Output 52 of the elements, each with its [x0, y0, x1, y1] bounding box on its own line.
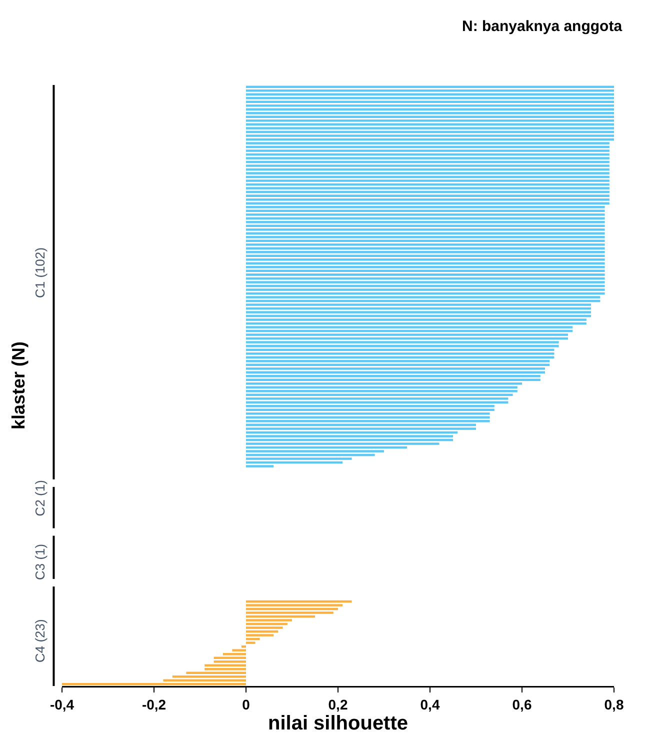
bar	[246, 288, 605, 291]
bar	[214, 656, 246, 659]
x-tick-label: -0,4	[50, 696, 74, 712]
bar	[246, 634, 274, 636]
bar	[204, 664, 246, 666]
bar	[246, 187, 610, 190]
bar	[246, 134, 614, 137]
bar	[246, 202, 610, 204]
bar	[246, 112, 614, 114]
y-tick-label: C2 (1)	[32, 480, 48, 516]
x-tick-label: -0,2	[142, 696, 166, 712]
text: N: banyaknya anggota	[462, 18, 623, 35]
y-tick-label: C4 (23)	[32, 619, 48, 663]
bar	[246, 281, 605, 284]
bar	[246, 97, 614, 100]
bar	[246, 120, 614, 122]
bar	[246, 157, 610, 160]
bar	[246, 428, 476, 430]
bar	[246, 210, 605, 212]
bar	[246, 180, 610, 182]
bar	[246, 258, 605, 261]
bar	[246, 104, 614, 107]
bar	[246, 217, 605, 220]
x-tick-label: 0,8	[604, 696, 624, 712]
bar	[246, 90, 614, 92]
x-tick-label: 0	[242, 696, 250, 712]
x-tick-label: 0,4	[420, 696, 440, 712]
bar	[246, 274, 605, 276]
bar	[246, 150, 610, 152]
bar	[246, 127, 614, 130]
bar	[246, 390, 518, 392]
bar	[246, 224, 605, 227]
bar	[246, 251, 605, 254]
bar	[246, 194, 610, 197]
y-tick-label: C3 (1)	[32, 544, 48, 580]
bar	[246, 356, 554, 358]
x-tick-label: 0,2	[328, 696, 348, 712]
bar	[246, 371, 545, 374]
bar	[246, 420, 490, 422]
bar	[246, 244, 605, 246]
bar	[246, 172, 610, 174]
bar	[246, 311, 591, 314]
bar	[246, 364, 550, 366]
y-axis-title: klaster (N)	[8, 341, 29, 430]
bar	[62, 682, 246, 686]
bar	[246, 266, 605, 268]
y-tick-label: C1 (102)	[32, 247, 48, 298]
bar	[246, 378, 540, 381]
x-tick-label: 0,6	[512, 696, 532, 712]
bar	[246, 236, 605, 238]
bar	[246, 164, 610, 167]
x-axis-title: nilai silhouette	[268, 712, 408, 735]
